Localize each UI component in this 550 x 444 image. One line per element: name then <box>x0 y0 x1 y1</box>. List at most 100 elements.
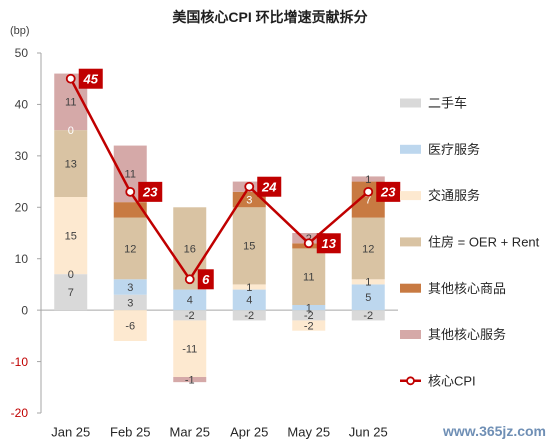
bar-label-shelter-apr-25: 15 <box>243 241 255 253</box>
x-tick-label-jun-25: Jun 25 <box>349 425 388 440</box>
bar-segment-transportation-services-mar-25 <box>173 320 207 377</box>
bar-label-shelter-jan-25: 13 <box>65 158 77 170</box>
core-cpi-marker-feb-25 <box>125 186 136 197</box>
legend-label-other-core-goods: 其他核心商品 <box>428 281 506 296</box>
bar-label-transportation-services-apr-25: 1 <box>246 282 252 294</box>
bar-segment-medical-services-mar-25 <box>173 289 207 311</box>
bar-label-shelter-may-25: 11 <box>303 272 314 284</box>
bar-segment-transportation-services-jun-25 <box>351 279 385 285</box>
x-tick-label-jan-25: Jan 25 <box>51 425 90 440</box>
legend-label-used-cars: 二手车 <box>428 96 467 111</box>
legend-swatch-transportation-services <box>400 191 421 201</box>
x-tick-label-may-25: May 25 <box>287 425 330 440</box>
legend-swatch-shelter <box>400 237 421 247</box>
x-tick-label-feb-25: Feb 25 <box>110 425 150 440</box>
legend-swatch-medical-services <box>400 144 421 154</box>
bar-label-used-cars-may-25: -2 <box>304 310 314 322</box>
bar-label-used-cars-jun-25: -2 <box>363 310 373 322</box>
bar-segment-medical-services-may-25 <box>292 305 326 311</box>
bar-segment-shelter-feb-25 <box>113 217 147 280</box>
legend-label-core-cpi: 核心CPI <box>428 373 476 388</box>
core-cpi-label-box-mar-25 <box>197 269 214 290</box>
bar-label-used-cars-jan-25: 7 <box>68 287 74 299</box>
bar-label-used-cars-feb-25: 3 <box>127 297 133 309</box>
bar-label-medical-services-may-25: 1 <box>306 302 312 314</box>
bar-segment-shelter-jan-25 <box>54 130 88 197</box>
legend-swatch-used-cars <box>400 98 421 108</box>
bar-segment-used-cars-jan-25 <box>54 274 88 311</box>
legend-label-transportation-services: 交通服务 <box>428 188 480 203</box>
core-cpi-marker-jun-25 <box>363 186 374 197</box>
bar-label-transportation-services-may-25: -2 <box>304 320 314 332</box>
core-cpi-label-may-25: 13 <box>322 236 337 251</box>
bar-label-other-core-goods-jun-25: 7 <box>365 194 371 206</box>
bar-label-other-core-services-jun-25: 1 <box>365 174 371 186</box>
bar-segment-shelter-may-25 <box>292 248 326 305</box>
bar-segment-other-core-services-mar-25 <box>173 377 207 383</box>
legend-label-shelter: 住房 = OER + Rent <box>428 234 540 249</box>
bar-segment-other-core-services-may-25 <box>292 233 326 244</box>
bar-segment-transportation-services-feb-25 <box>113 310 147 341</box>
legend-swatch-other-core-goods <box>400 283 421 293</box>
bar-label-medical-services-jun-25: 5 <box>365 292 371 304</box>
core-cpi-label-jan-25: 45 <box>83 71 99 86</box>
y-tick-label: 40 <box>15 98 29 112</box>
bar-label-medical-services-mar-25: 4 <box>187 295 193 307</box>
y-tick-label: 10 <box>15 252 29 266</box>
legend-marker-core-cpi <box>406 376 415 386</box>
bar-segment-other-core-services-jun-25 <box>351 176 385 182</box>
core-cpi-label-box-jan-25 <box>78 68 103 89</box>
bar-label-other-core-goods-jan-25: 0 <box>68 125 74 137</box>
y-tick-label: 50 <box>15 46 29 60</box>
core-cpi-marker-may-25 <box>303 238 314 249</box>
bar-label-used-cars-mar-25: -2 <box>185 310 195 322</box>
bar-label-shelter-mar-25: 16 <box>184 243 196 255</box>
bar-label-other-core-services-feb-25: 11 <box>125 169 136 181</box>
watermark: www.365jz.com <box>442 423 546 439</box>
core-cpi-label-mar-25: 6 <box>202 272 210 287</box>
y-tick-label: 20 <box>15 200 29 214</box>
x-tick-label-apr-25: Apr 25 <box>230 425 268 440</box>
bar-segment-medical-services-feb-25 <box>113 279 147 295</box>
bar-segment-medical-services-apr-25 <box>232 289 266 311</box>
core-cpi-marker-jan-25 <box>65 73 76 84</box>
y-tick-label: -20 <box>11 406 29 420</box>
core-cpi-label-apr-25: 24 <box>261 179 277 194</box>
bar-label-medical-services-jan-25: 0 <box>68 269 74 281</box>
bar-segments <box>54 73 385 383</box>
bar-segment-shelter-jun-25 <box>351 217 385 280</box>
y-tick-label: 0 <box>21 303 28 317</box>
bar-label-other-core-services-mar-25: -1 <box>185 374 195 386</box>
bar-label-used-cars-apr-25: -2 <box>244 310 254 322</box>
y-tick-label: 30 <box>15 149 29 163</box>
bar-label-shelter-feb-25: 12 <box>124 243 136 255</box>
bar-label-transportation-services-jun-25: 1 <box>365 277 371 289</box>
legend-swatch-other-core-services <box>400 330 421 339</box>
core-cpi-marker-mar-25 <box>184 274 195 285</box>
bar-segment-medical-services-jun-25 <box>351 284 385 311</box>
bar-label-medical-services-feb-25: 3 <box>127 282 133 294</box>
bar-label-transportation-services-feb-25: -6 <box>125 320 135 332</box>
bar-segment-shelter-apr-25 <box>232 207 266 285</box>
bar-label-medical-services-apr-25: 4 <box>246 295 252 307</box>
core-cpi-label-feb-25: 23 <box>142 184 158 199</box>
bar-segment-transportation-services-apr-25 <box>232 284 266 290</box>
core-cpi-label-box-jun-25 <box>376 181 401 202</box>
bar-data-labels: 70151301133-61211-24-1116-1-2411532-21-2… <box>65 97 375 387</box>
chart-title: 美国核心CPI 环比增速贡献拆分 <box>172 9 367 25</box>
core-cpi-label-box-apr-25 <box>257 176 282 197</box>
legend-label-medical-services: 医疗服务 <box>428 142 480 157</box>
core-cpi-label-box-may-25 <box>316 233 341 254</box>
bar-segment-transportation-services-may-25 <box>292 320 326 331</box>
y-tick-label: -10 <box>11 355 29 369</box>
bar-label-other-core-goods-apr-25: 3 <box>246 194 252 206</box>
bar-segment-used-cars-mar-25 <box>173 310 207 321</box>
bar-label-shelter-jun-25: 12 <box>362 243 374 255</box>
bar-segment-used-cars-apr-25 <box>232 310 266 321</box>
y-axis-unit: (bp) <box>10 25 30 37</box>
